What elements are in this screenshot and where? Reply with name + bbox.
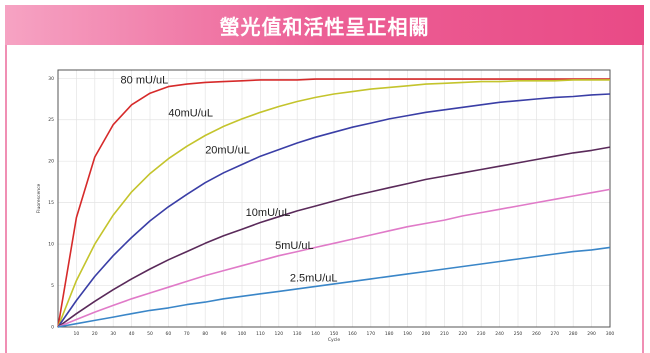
series-line [57, 188, 611, 328]
x-tick-label: 200 [422, 331, 431, 337]
series-line [57, 246, 611, 328]
x-tick-label: 300 [606, 331, 615, 337]
y-tick-label: 25 [48, 117, 54, 123]
x-tick-label: 50 [147, 331, 153, 337]
x-axis-label: Cycle [328, 337, 341, 343]
chart-area: 10 20 30 40 50 60 70 80 90 100 110 120 130 140 150 160 1… [30, 65, 620, 353]
x-tick-label: 170 [367, 331, 376, 337]
x-tick-label: 260 [532, 331, 541, 337]
x-tick-label: 190 [403, 331, 412, 337]
series-label: 40mU/uL [168, 107, 213, 119]
x-tick-label: 120 [275, 331, 284, 337]
x-tick-label: 80 [202, 331, 208, 337]
x-tick-label: 160 [348, 331, 357, 337]
x-tick-label: 70 [184, 331, 190, 337]
series-line [57, 146, 611, 328]
x-tick-label: 270 [551, 331, 560, 337]
x-tick-label: 20 [92, 331, 98, 337]
y-tick-label: 30 [48, 76, 54, 82]
y-tick-label: 15 [48, 200, 54, 206]
x-tick-label: 240 [495, 331, 504, 337]
x-tick-label: 150 [330, 331, 339, 337]
x-tick-label: 30 [110, 331, 116, 337]
x-tick-label: 180 [385, 331, 394, 337]
x-tick-label: 280 [569, 331, 578, 337]
x-tick-label: 110 [256, 331, 265, 337]
plot-frame [57, 69, 611, 328]
series-line [57, 79, 610, 328]
series-label: 5mU/uL [275, 240, 314, 252]
x-tick-label: 60 [166, 331, 172, 337]
y-axis-label: Fluorescence [36, 183, 42, 213]
series-label: 80 mU/uL [121, 74, 169, 86]
x-tick-label: 100 [238, 331, 247, 337]
series-label: 20mU/uL [205, 145, 250, 157]
x-tick-label: 40 [129, 331, 135, 337]
y-tick-label: 20 [48, 159, 54, 165]
x-tick-label: 140 [311, 331, 320, 337]
x-tick-label: 220 [459, 331, 468, 337]
series-line [57, 78, 610, 328]
header-banner: 螢光值和活性呈正相關 [5, 5, 644, 45]
x-tick-label: 290 [587, 331, 596, 337]
fluorescence-chart: 10 20 30 40 50 60 70 80 90 100 110 120 130 140 150 160 1… [36, 69, 615, 343]
x-tick-label: 250 [514, 331, 523, 337]
x-tick-label: 230 [477, 331, 486, 337]
y-tick-label: 10 [48, 242, 54, 248]
series-label: 2.5mU/uL [290, 272, 338, 284]
y-tick-label: 0 [51, 325, 54, 331]
x-tick-label: 210 [440, 331, 449, 337]
y-tick-label: 5 [51, 283, 54, 289]
series-line [57, 93, 611, 328]
x-tick-label: 10 [74, 331, 80, 337]
page-title: 螢光值和活性呈正相關 [219, 14, 430, 39]
x-tick-label: 130 [293, 331, 302, 337]
series-label: 10mU/uL [246, 207, 291, 219]
x-tick-label: 90 [221, 331, 227, 337]
